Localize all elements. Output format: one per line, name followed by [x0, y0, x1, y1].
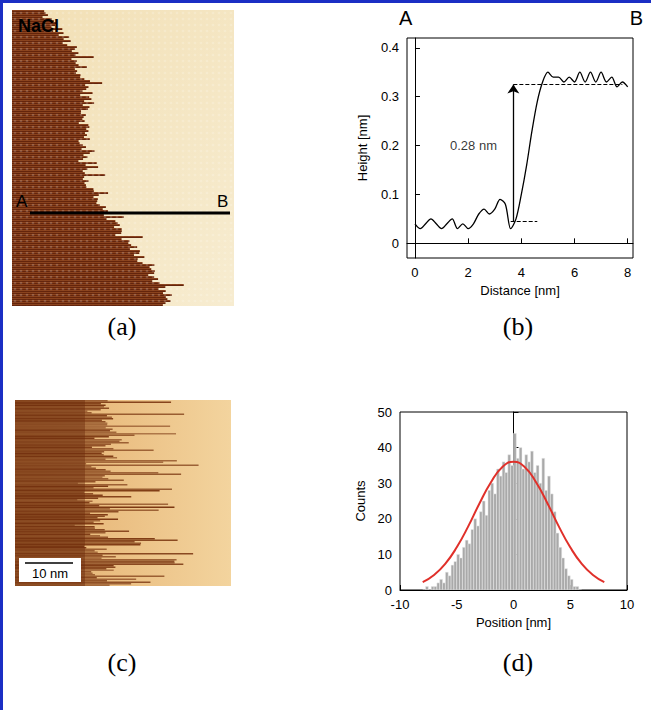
svg-text:0: 0: [411, 265, 418, 280]
svg-text:0.2: 0.2: [381, 138, 399, 153]
svg-text:A: A: [399, 7, 413, 29]
svg-text:Position [nm]: Position [nm]: [476, 615, 551, 630]
svg-text:0.4: 0.4: [381, 40, 399, 55]
svg-text:0: 0: [510, 597, 517, 612]
svg-text:A: A: [16, 192, 28, 211]
svg-text:40: 40: [378, 440, 392, 455]
svg-text:4: 4: [518, 265, 525, 280]
svg-text:20: 20: [378, 511, 392, 526]
svg-text:-5: -5: [451, 597, 463, 612]
html-text:(c): (c): [107, 648, 137, 677]
svg-text:0: 0: [392, 236, 399, 251]
svg-text:2: 2: [465, 265, 472, 280]
svg-text:Height [nm]: Height [nm]: [355, 115, 370, 181]
svg-text:6: 6: [571, 265, 578, 280]
svg-text:8: 8: [624, 265, 631, 280]
html-text:(d): (d): [502, 648, 534, 677]
svg-text:B: B: [217, 192, 228, 211]
svg-text:0: 0: [385, 583, 392, 598]
svg-text:10: 10: [378, 547, 392, 562]
svg-text:50: 50: [378, 405, 392, 420]
svg-text:0.28 nm: 0.28 nm: [450, 138, 497, 153]
svg-text:B: B: [630, 7, 643, 29]
html-text:(a): (a): [107, 312, 137, 341]
svg-text:10: 10: [620, 597, 634, 612]
svg-text:Counts: Counts: [353, 480, 368, 522]
svg-text:30: 30: [378, 476, 392, 491]
html-text:(b): (b): [502, 312, 534, 341]
svg-text:Distance [nm]: Distance [nm]: [480, 283, 559, 298]
svg-text:NaCl: NaCl: [18, 16, 59, 36]
svg-text:-10: -10: [391, 597, 410, 612]
svg-text:0.1: 0.1: [381, 187, 399, 202]
svg-text:10 nm: 10 nm: [32, 566, 68, 581]
svg-text:5: 5: [567, 597, 574, 612]
svg-text:0.3: 0.3: [381, 89, 399, 104]
